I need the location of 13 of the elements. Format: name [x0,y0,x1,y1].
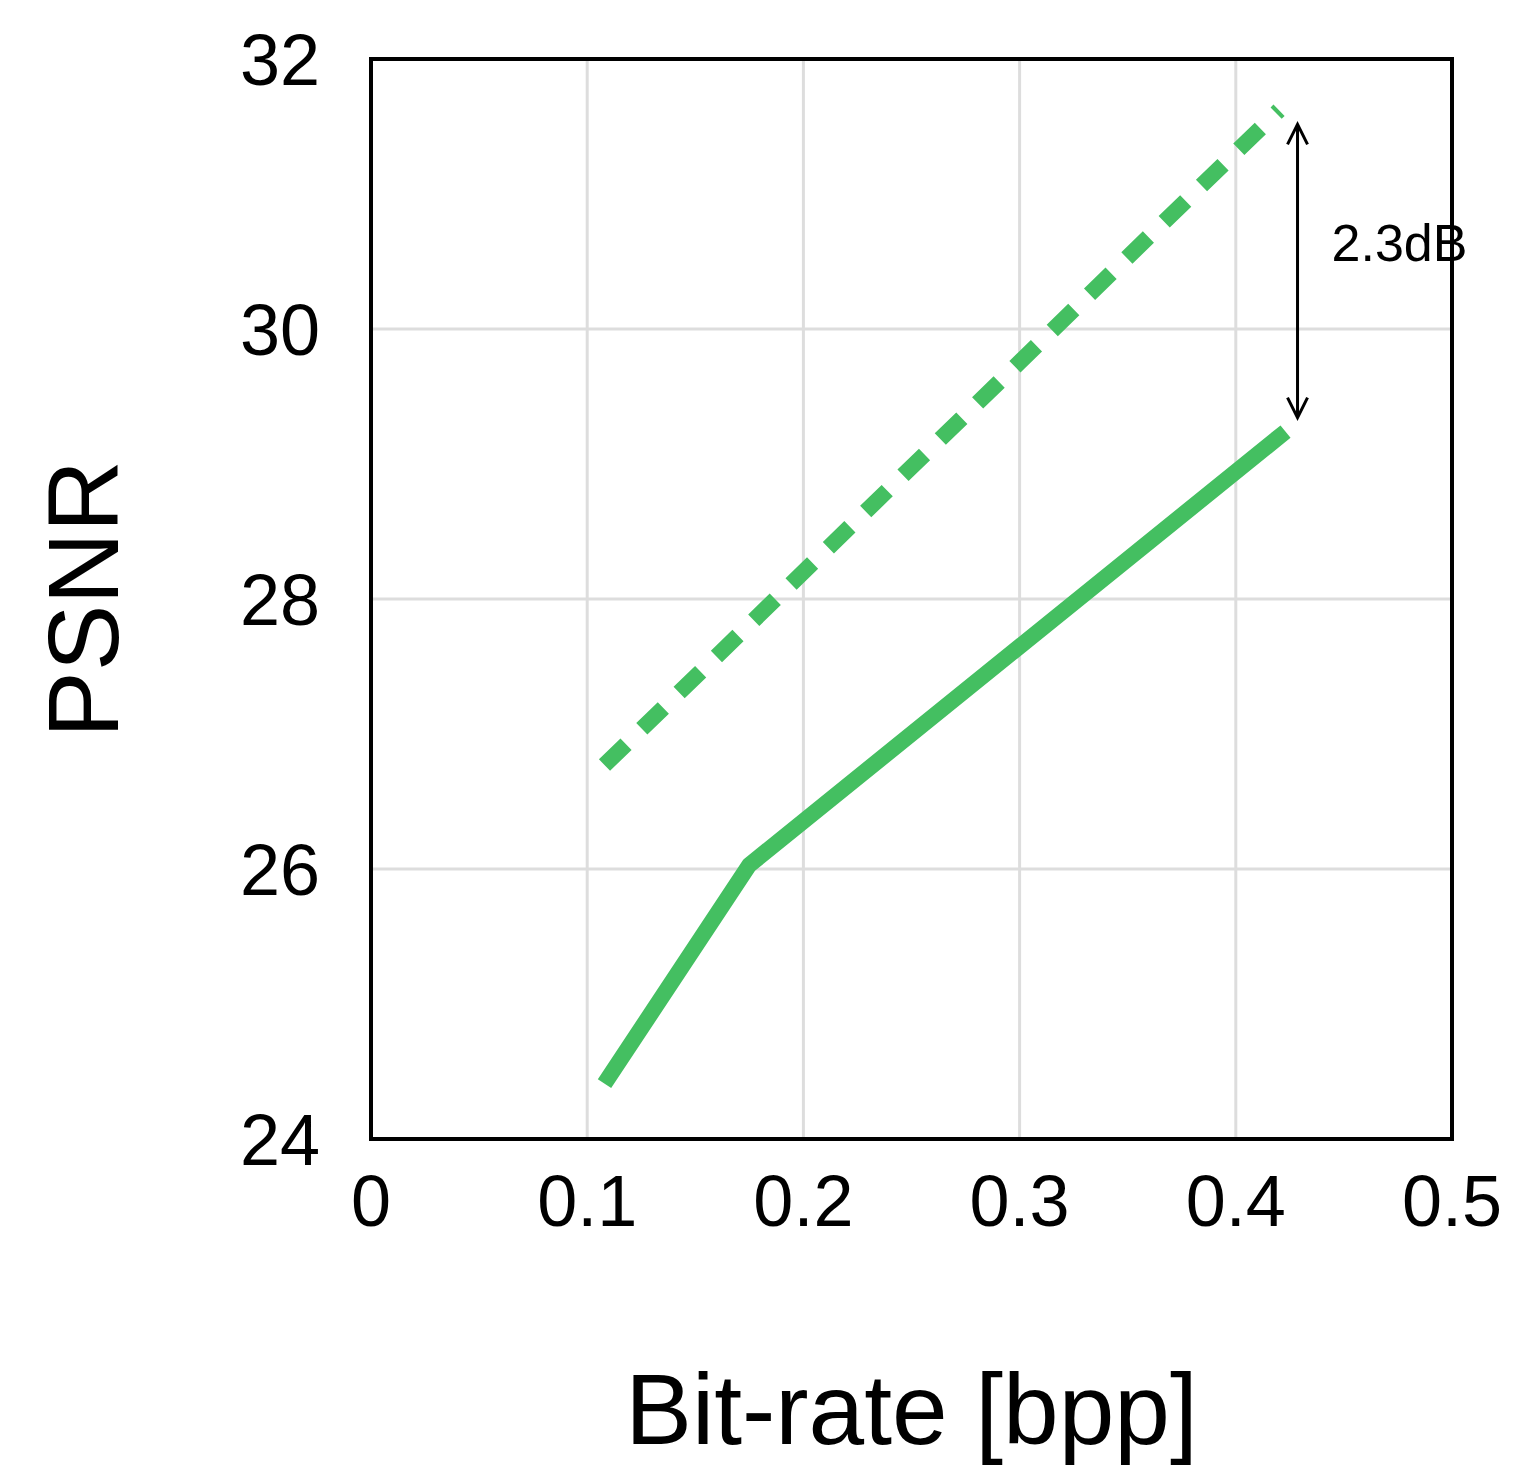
y-axis-title: PSNR [27,460,139,738]
y-tick-label: 32 [239,19,320,100]
x-tick-label: 0.1 [537,1161,638,1242]
x-tick-label: 0.4 [1185,1161,1286,1242]
y-tick-label: 30 [239,289,320,370]
x-tick-label: 0.2 [753,1161,854,1242]
x-tick-label: 0.3 [969,1161,1070,1242]
y-tick-label: 28 [239,559,320,640]
y-tick-label: 24 [239,1099,320,1180]
x-axis-title: Bit-rate [bpp] [625,1353,1198,1465]
x-tick-label: 0 [350,1161,392,1242]
y-tick-label: 26 [239,829,320,910]
x-tick-label: 0.5 [1401,1161,1503,1242]
